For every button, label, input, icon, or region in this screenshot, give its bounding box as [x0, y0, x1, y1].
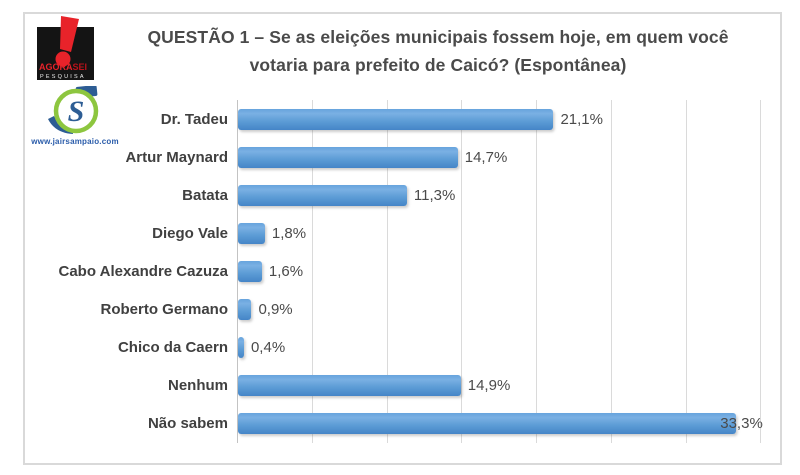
chart-title-line2: votaria para prefeito de Caicó? (Espontâ… [249, 55, 627, 75]
y-axis-line [237, 100, 238, 443]
category-label: Nenhum [168, 377, 228, 395]
value-label: 0,9% [258, 301, 293, 319]
bar [238, 108, 554, 130]
gridline [311, 100, 313, 443]
jairsampaio-url: www.jairsampaio.com [31, 137, 119, 146]
bar [238, 184, 407, 206]
jairsampaio-logo: S [42, 85, 110, 136]
agorasei-name: AGORASEI [39, 62, 87, 72]
agorasei-logo: AGORASEI PESQUISA [36, 15, 96, 83]
category-label: Batata [182, 186, 228, 204]
jairsampaio-letter: S [68, 95, 85, 128]
gridline [760, 100, 762, 443]
value-label: 11,3% [413, 186, 456, 204]
bar [238, 261, 262, 282]
gridline [610, 100, 612, 443]
value-label: 33,3% [720, 415, 763, 433]
category-label: Dr. Tadeu [160, 110, 228, 128]
category-label: Cabo Alexandre Cazuza [58, 262, 229, 280]
bar [238, 222, 265, 244]
agorasei-logo-graphic: AGORASEI PESQUISA [37, 16, 94, 80]
value-label: 0,4% [250, 339, 286, 357]
gridline [685, 100, 687, 443]
value-label: 1,8% [271, 224, 307, 242]
gridline [536, 100, 537, 443]
value-label: 14,7% [464, 148, 508, 166]
jairsampaio-logo-graphic: S [48, 85, 99, 134]
bar [238, 337, 244, 359]
value-label: 21,1% [560, 110, 603, 128]
bar [238, 299, 252, 321]
category-label: Chico da Caern [117, 339, 228, 357]
category-label: Roberto Germano [100, 301, 228, 319]
value-label: 1,6% [268, 262, 304, 280]
chart-title: QUESTÃO 1 – Se as eleições municipais fo… [108, 23, 768, 79]
chart-title-line1: QUESTÃO 1 – Se as eleições municipais fo… [147, 27, 729, 47]
category-label: Artur Maynard [125, 148, 228, 166]
agorasei-subtitle: PESQUISA [40, 74, 86, 80]
category-label: Não sabem [147, 415, 228, 433]
gridline [386, 100, 388, 443]
bar [238, 146, 458, 168]
value-label: 14,9% [467, 377, 511, 395]
category-label: Diego Vale [152, 224, 228, 242]
bar [238, 375, 461, 397]
bar [238, 413, 736, 435]
gridline [461, 100, 463, 443]
